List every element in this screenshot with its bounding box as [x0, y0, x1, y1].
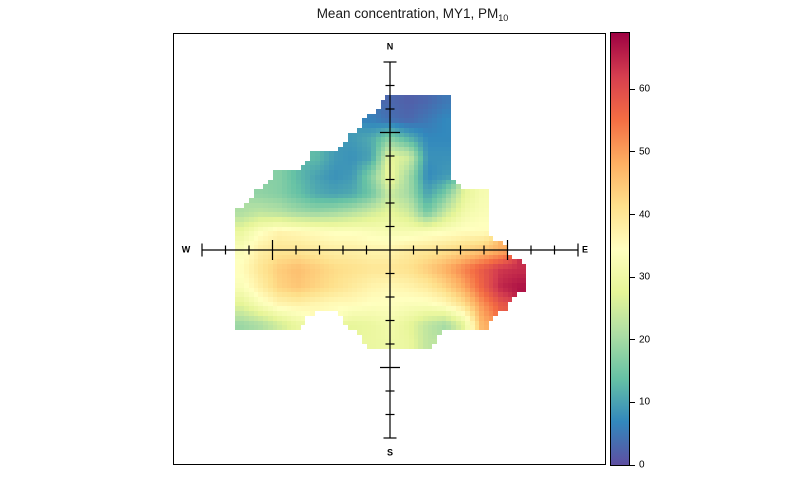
colorbar-tick-mark — [630, 464, 635, 466]
colorbar — [610, 32, 630, 466]
colorbar-tick-mark — [630, 88, 635, 90]
colorbar-tick-label: 0 — [639, 459, 645, 471]
colorbar-tick-mark — [630, 339, 635, 341]
chart-title: Mean concentration, MY1, PM10 — [173, 6, 652, 23]
colorbar-tick-label: 60 — [639, 83, 651, 95]
chart-title-subscript: 10 — [498, 13, 509, 23]
plot-panel: N S W E — [173, 33, 606, 465]
compass-label-west: W — [181, 244, 191, 255]
colorbar-tick-mark — [630, 401, 635, 403]
colorbar-tick-mark — [630, 276, 635, 278]
colorbar-tick-label: 20 — [639, 334, 651, 346]
compass-axes — [201, 61, 579, 439]
chart-title-text: Mean concentration, MY1, PM — [316, 6, 499, 21]
compass-label-north: N — [386, 41, 394, 52]
colorbar-tick-label: 40 — [639, 209, 651, 221]
compass-label-east: E — [581, 244, 589, 255]
compass-label-south: S — [386, 447, 394, 458]
colorbar-tick-mark — [630, 214, 635, 216]
colorbar-tick-mark — [630, 151, 635, 153]
colorbar-tick-label: 50 — [639, 146, 651, 158]
colorbar-tick-label: 30 — [639, 271, 651, 283]
colorbar-tick-label: 10 — [639, 396, 651, 408]
colorbar-ticks: 0 10 20 30 40 50 60 — [630, 33, 680, 471]
